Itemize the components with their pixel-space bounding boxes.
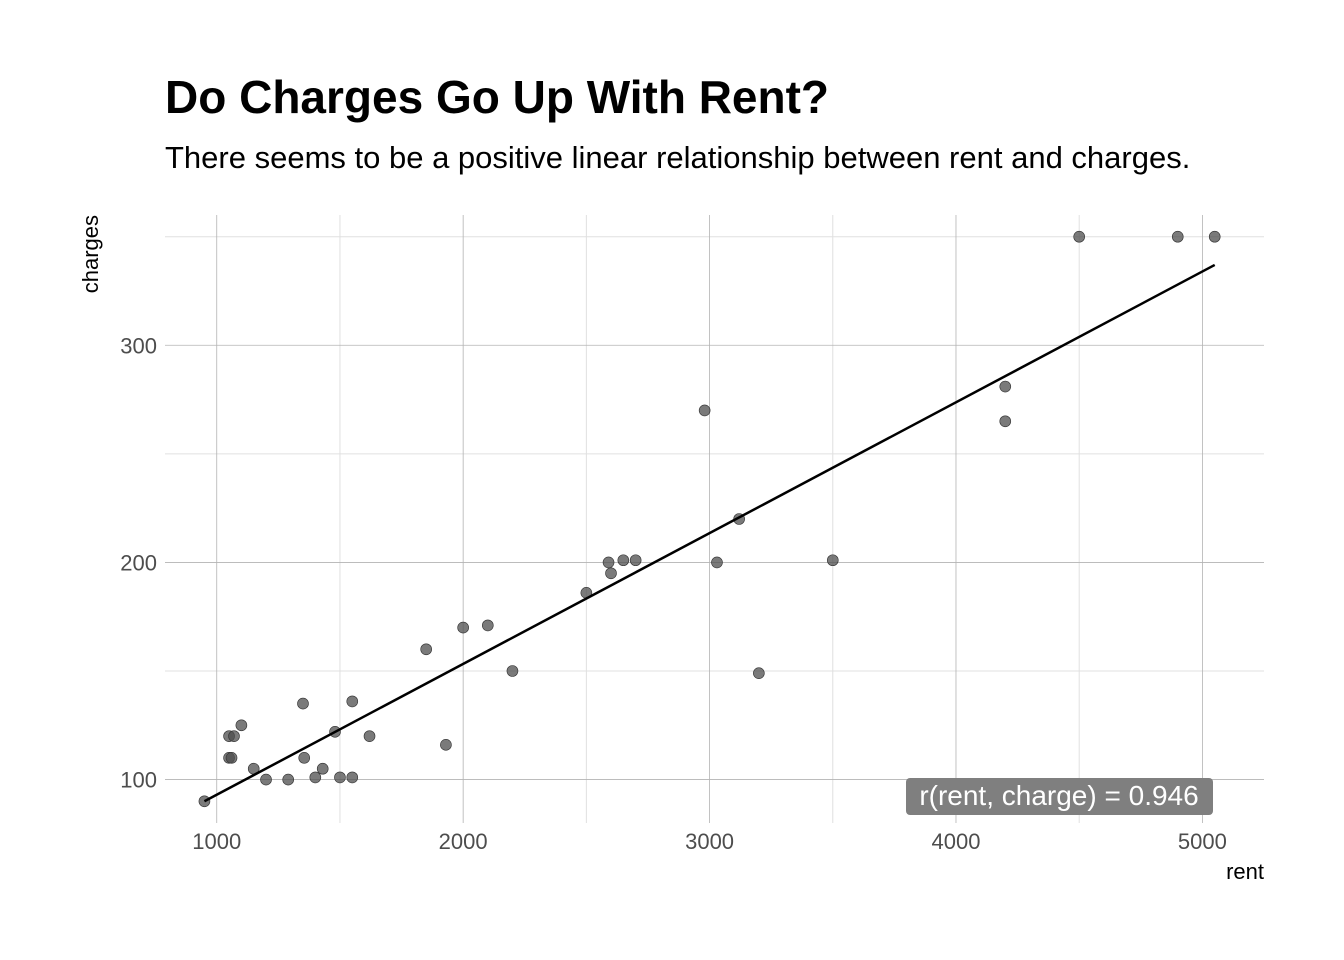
data-point <box>826 554 839 567</box>
data-point <box>282 773 295 786</box>
x-tick-label: 1000 <box>192 829 241 854</box>
data-point <box>629 554 642 567</box>
x-axis-ticks: 1000 2000 3000 4000 5000 <box>192 829 1227 854</box>
data-point <box>235 719 248 732</box>
x-tick-label: 5000 <box>1178 829 1227 854</box>
data-point <box>999 415 1012 428</box>
y-tick-label: 200 <box>120 550 157 575</box>
y-tick-label: 100 <box>120 768 157 793</box>
regression-line <box>203 263 1216 803</box>
data-point <box>506 665 519 677</box>
x-tick-label: 3000 <box>685 829 734 854</box>
data-point <box>753 667 765 679</box>
data-point <box>363 730 376 742</box>
data-point <box>440 739 452 751</box>
data-point <box>999 380 1012 393</box>
x-tick-label: 2000 <box>439 829 488 854</box>
chart-subtitle: There seems to be a positive linear rela… <box>165 140 1191 175</box>
annotation-label: r(rent, charge) = 0.946 <box>919 780 1198 811</box>
data-point <box>420 643 432 656</box>
data-point <box>1208 230 1221 243</box>
data-point <box>297 697 309 710</box>
regression-line-group <box>203 263 1216 803</box>
data-point <box>316 762 329 775</box>
y-axis-label: charges <box>78 215 103 293</box>
data-point <box>482 619 494 632</box>
data-point <box>1073 230 1085 243</box>
data-point <box>602 556 615 569</box>
data-point <box>698 404 711 417</box>
data-point <box>346 771 359 784</box>
data-point <box>605 567 617 580</box>
data-point <box>298 752 311 764</box>
data-point <box>309 771 322 784</box>
correlation-annotation: r(rent, charge) = 0.946 <box>906 778 1213 815</box>
x-tick-label: 4000 <box>932 829 981 854</box>
y-axis-ticks: 100 200 300 <box>120 333 157 792</box>
annotation-background <box>906 778 1213 815</box>
data-point <box>228 730 240 742</box>
data-point <box>617 554 630 567</box>
data-point <box>225 752 238 764</box>
x-axis-label: rent <box>1226 859 1264 884</box>
data-point <box>1171 230 1184 243</box>
data-point <box>346 695 359 708</box>
y-tick-label: 300 <box>120 333 157 358</box>
data-point <box>711 556 723 569</box>
chart-title: Do Charges Go Up With Rent? <box>165 71 830 123</box>
data-point <box>457 621 469 634</box>
data-point <box>334 771 346 784</box>
data-point <box>260 773 272 786</box>
